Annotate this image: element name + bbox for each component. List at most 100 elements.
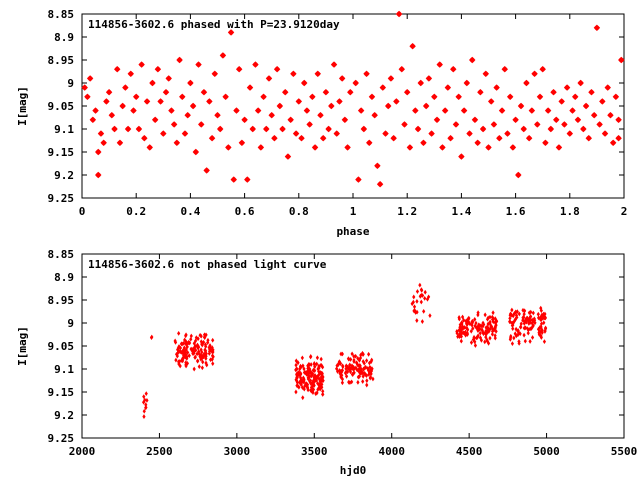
data-point: [529, 326, 534, 331]
data-point: [486, 340, 491, 346]
data-point: [198, 121, 205, 128]
data-point: [265, 75, 273, 82]
data-point: [490, 328, 495, 334]
data-point: [184, 352, 188, 358]
data-point: [522, 311, 526, 317]
data-point: [111, 125, 118, 133]
data-point: [303, 107, 311, 114]
data-point: [192, 148, 200, 156]
data-point: [130, 107, 137, 114]
phased-plot-ylabel: I[mag]: [16, 86, 29, 126]
data-point: [484, 334, 488, 340]
data-point: [295, 383, 299, 388]
data-point: [358, 355, 363, 361]
data-point: [542, 315, 547, 321]
data-point: [276, 102, 284, 110]
data-point: [138, 61, 145, 68]
data-point: [173, 338, 177, 344]
data-point: [542, 139, 549, 146]
data-point: [165, 75, 172, 82]
data-point: [517, 339, 521, 344]
data-point: [192, 341, 196, 346]
data-point: [211, 361, 215, 366]
data-point: [368, 365, 373, 371]
data-point: [316, 387, 320, 392]
data-point: [299, 378, 303, 383]
data-point: [476, 328, 480, 334]
data-point: [509, 144, 517, 151]
data-point: [493, 335, 497, 341]
data-point: [95, 148, 102, 156]
data-point: [366, 139, 373, 146]
data-point: [539, 333, 543, 339]
unphased-xtick-label: 4000: [378, 445, 405, 458]
data-point: [478, 330, 482, 336]
data-point: [100, 139, 107, 146]
data-point: [484, 332, 488, 337]
data-point: [298, 366, 302, 372]
data-point: [200, 365, 204, 371]
data-point: [311, 371, 315, 377]
data-point: [569, 107, 576, 114]
data-point: [200, 342, 204, 348]
data-point: [493, 84, 500, 91]
data-point: [306, 376, 310, 382]
data-point: [355, 176, 362, 183]
data-point: [415, 289, 420, 294]
data-point: [382, 130, 389, 137]
data-point: [490, 121, 498, 128]
data-point: [199, 347, 203, 353]
data-point: [300, 355, 304, 361]
data-point: [181, 355, 185, 361]
data-point: [302, 378, 306, 384]
data-point: [413, 308, 417, 313]
data-point: [518, 324, 523, 330]
phased-ytick-label: 8.85: [48, 8, 75, 21]
data-point: [294, 377, 298, 383]
data-point: [206, 98, 213, 105]
data-point: [206, 337, 210, 343]
data-point: [356, 355, 360, 361]
data-point: [536, 326, 541, 332]
data-point: [450, 66, 457, 73]
data-point: [122, 84, 129, 91]
data-point: [296, 360, 300, 366]
data-point: [555, 144, 563, 151]
phased-xtick-label: 1: [350, 205, 357, 218]
data-point: [188, 340, 192, 346]
data-point: [428, 313, 432, 319]
data-point: [304, 381, 308, 387]
data-point: [348, 367, 352, 373]
data-point: [235, 66, 243, 73]
data-point: [244, 176, 251, 183]
data-point: [459, 338, 463, 344]
data-point: [520, 125, 527, 133]
data-point: [198, 332, 202, 338]
data-point: [114, 66, 121, 73]
data-point: [317, 369, 321, 374]
data-point: [483, 312, 487, 318]
data-point: [514, 312, 519, 318]
data-point: [200, 89, 208, 96]
data-point: [179, 341, 184, 347]
data-point: [189, 333, 193, 339]
phased-xtick-label: 0.4: [180, 205, 200, 218]
data-point: [214, 112, 221, 119]
data-point: [287, 116, 294, 123]
data-point: [302, 370, 307, 375]
data-point: [420, 139, 427, 146]
data-point: [514, 326, 518, 332]
data-point: [488, 98, 495, 105]
data-point: [257, 144, 265, 151]
data-point: [367, 360, 372, 366]
data-point: [176, 345, 180, 351]
data-point: [238, 139, 246, 146]
data-point: [116, 139, 124, 146]
data-point: [516, 328, 520, 334]
data-point: [310, 383, 314, 389]
phased-xtick-label: 0: [79, 205, 86, 218]
data-point: [301, 79, 308, 87]
data-point: [513, 331, 517, 337]
data-point: [146, 144, 153, 151]
data-point: [308, 369, 312, 375]
